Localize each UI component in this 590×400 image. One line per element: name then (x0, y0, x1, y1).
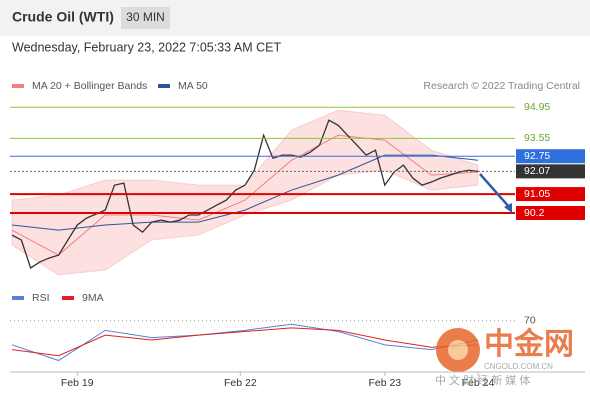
legend-swatch (62, 296, 74, 300)
bollinger-band (11, 109, 479, 276)
level-box (516, 187, 585, 202)
interval[interactable]: 30 MIN (126, 10, 165, 24)
legend-swatch (158, 84, 170, 88)
credit: Research © 2022 Trading Central (423, 80, 580, 92)
level-label: 90.2 (524, 207, 545, 219)
level-box (516, 149, 585, 164)
level-label: 93.55 (524, 132, 550, 144)
legend-label: RSI (32, 292, 50, 304)
x-tick-label: Feb 24 (462, 377, 495, 389)
x-tick-label: Feb 19 (61, 377, 94, 389)
timestamp: Wednesday, February 23, 2022 7:05:33 AM … (12, 40, 281, 54)
indicator-line (11, 154, 479, 231)
level-label: 92.07 (524, 165, 550, 177)
level-label: 91.05 (524, 188, 550, 200)
watermark-logo: 中金网 (484, 327, 574, 361)
instrument-title: Crude Oil (WTI) (12, 9, 114, 25)
level-label: 94.95 (524, 101, 550, 113)
watermark-icon-inner (448, 340, 468, 360)
level-box (516, 164, 585, 179)
watermark: 中金网 CNGOLD.COM.CN 中 文 财 经 新 媒 体 (435, 327, 574, 387)
legend-swatch (12, 296, 24, 300)
x-tick-label: Feb 23 (368, 377, 401, 389)
y-tick-label: 70 (524, 314, 536, 326)
forecast-arrowhead (504, 203, 512, 213)
header-bar (0, 0, 590, 36)
level-box (516, 205, 585, 220)
x-tick-label: Feb 22 (224, 377, 257, 389)
legend-label: MA 20 + Bollinger Bands (32, 80, 147, 92)
price-line (11, 119, 479, 269)
indicator-line (11, 134, 479, 256)
forecast-arrow (479, 173, 511, 209)
legend-swatch (12, 84, 24, 88)
indicator-line (11, 323, 479, 362)
watermark-site: CNGOLD.COM.CN (484, 362, 553, 371)
legend-label: MA 50 (178, 80, 208, 92)
indicator-line (11, 327, 479, 357)
watermark-tagline: 中 文 财 经 新 媒 体 (435, 373, 530, 387)
legend-label: 9MA (82, 292, 104, 304)
interval-box[interactable] (121, 7, 170, 29)
level-label: 92.75 (524, 150, 550, 162)
